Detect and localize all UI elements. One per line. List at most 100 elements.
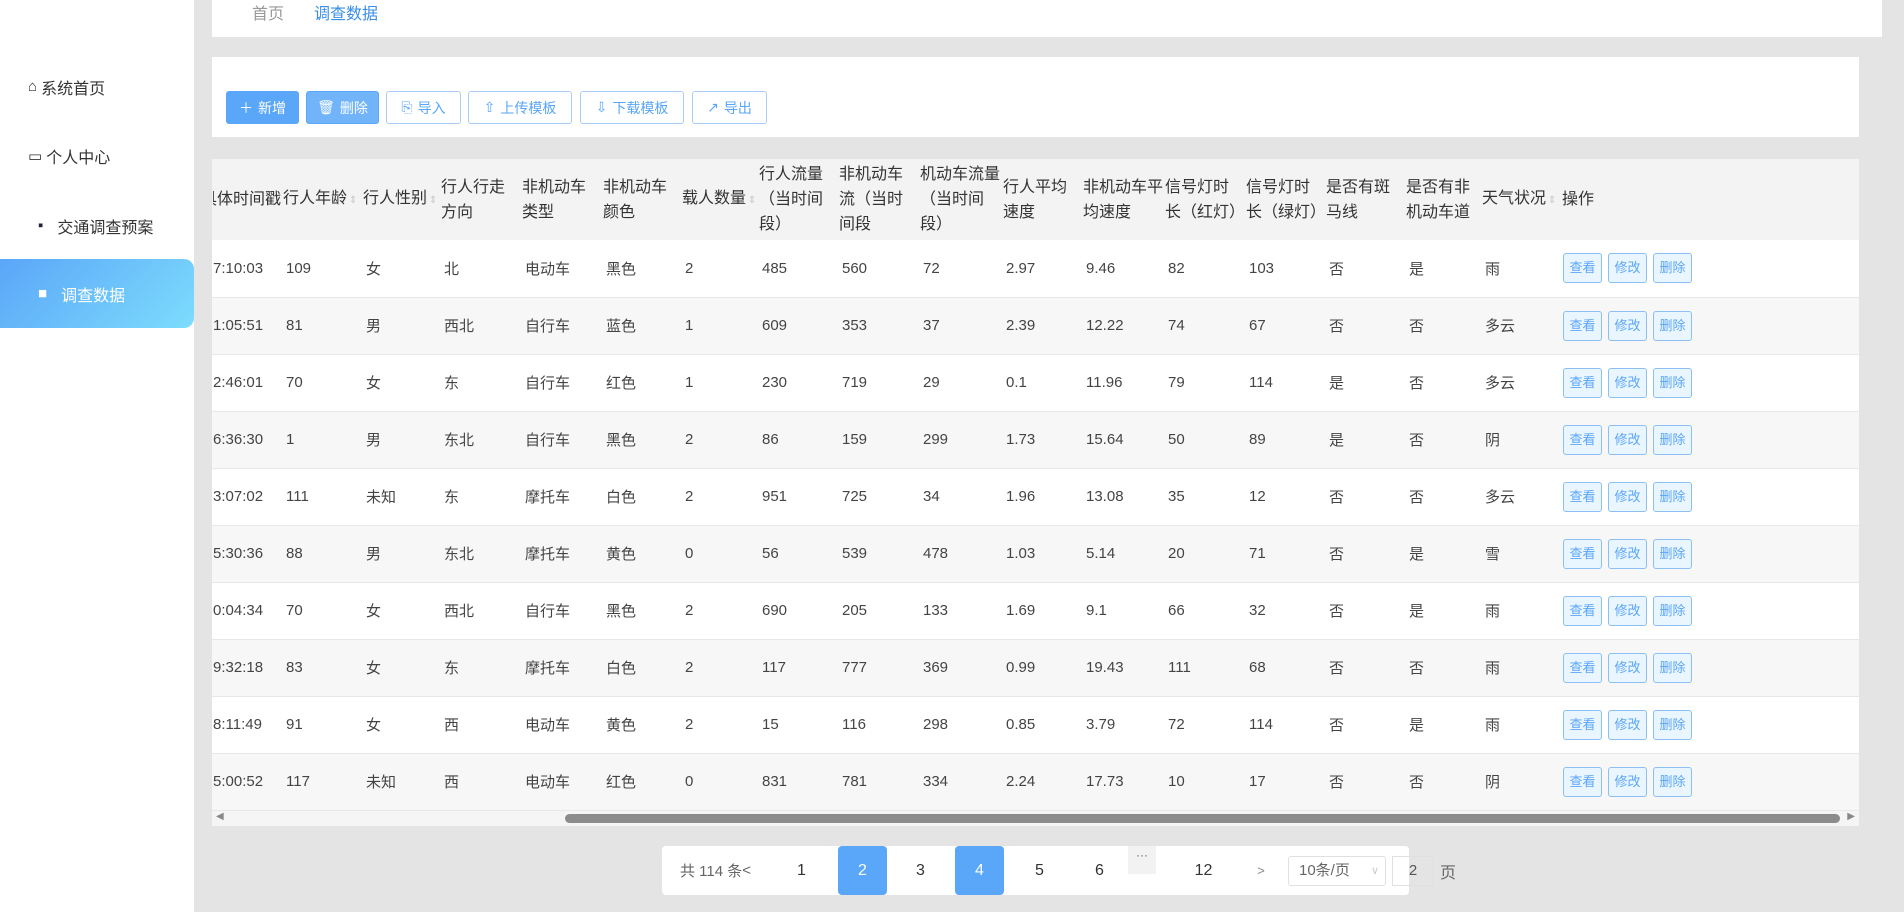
- table-cell: 11.96: [1082, 354, 1164, 412]
- table-cell: 否: [1325, 525, 1405, 583]
- prev-page-button[interactable]: <: [742, 862, 752, 879]
- table-cell: 9.46: [1082, 240, 1164, 298]
- table-cell: 自行车: [521, 411, 602, 469]
- delete-row-button[interactable]: 删除: [1653, 652, 1692, 683]
- table-cell: 111: [1164, 639, 1245, 697]
- sidebar-item-home[interactable]: ⌂ 系统首页: [0, 52, 194, 121]
- sidebar-item-survey-data[interactable]: ■ 调查数据: [0, 259, 194, 328]
- view-button[interactable]: 查看: [1563, 709, 1602, 740]
- edit-button[interactable]: 修改: [1608, 538, 1647, 569]
- page-jump-input[interactable]: 2: [1392, 856, 1434, 886]
- page-5[interactable]: 5: [1035, 861, 1044, 879]
- delete-row-button[interactable]: 删除: [1653, 709, 1692, 740]
- delete-row-button[interactable]: 删除: [1653, 253, 1692, 284]
- edit-button[interactable]: 修改: [1608, 595, 1647, 626]
- column-header[interactable]: 天气状况 ⇕: [1481, 159, 1561, 240]
- page-size-select[interactable]: 10条/页 ∨: [1288, 856, 1386, 886]
- view-button[interactable]: 查看: [1563, 538, 1602, 569]
- next-page-button[interactable]: >: [1257, 863, 1265, 878]
- page-2[interactable]: 2: [838, 846, 887, 895]
- edit-button[interactable]: 修改: [1608, 766, 1647, 797]
- column-header: 信号灯时长（绿灯）: [1245, 159, 1325, 240]
- chevron-down-icon: ∨: [1370, 865, 1379, 877]
- sort-icon[interactable]: ⇕: [349, 195, 358, 206]
- table-cell: 37: [919, 297, 1002, 355]
- delete-row-button[interactable]: 删除: [1653, 424, 1692, 455]
- sort-icon[interactable]: ⇕: [1548, 195, 1557, 206]
- view-button[interactable]: 查看: [1563, 652, 1602, 683]
- edit-button[interactable]: 修改: [1608, 709, 1647, 740]
- page-1[interactable]: 1: [797, 861, 806, 879]
- page-3[interactable]: 3: [916, 861, 925, 879]
- scroll-right-icon[interactable]: ▶: [1847, 811, 1855, 822]
- view-button[interactable]: 查看: [1563, 424, 1602, 455]
- table-cell: 2.97: [1002, 240, 1082, 298]
- edit-button[interactable]: 修改: [1608, 310, 1647, 341]
- more-pages-button[interactable]: ···: [1128, 846, 1156, 874]
- table-cell: 15.64: [1082, 411, 1164, 469]
- table-cell: 多云: [1481, 297, 1561, 355]
- view-button[interactable]: 查看: [1563, 367, 1602, 398]
- horizontal-scrollbar[interactable]: ◀ ▶: [212, 811, 1859, 826]
- scroll-left-icon[interactable]: ◀: [216, 811, 224, 822]
- sidebar-item-profile[interactable]: ▭ 个人中心: [0, 121, 194, 190]
- delete-row-button[interactable]: 删除: [1653, 538, 1692, 569]
- view-button[interactable]: 查看: [1563, 766, 1602, 797]
- edit-button[interactable]: 修改: [1608, 367, 1647, 398]
- table-cell: 56: [758, 525, 838, 583]
- table-cell: 72: [919, 240, 1002, 298]
- delete-row-button[interactable]: 删除: [1653, 310, 1692, 341]
- page-4[interactable]: 4: [955, 846, 1004, 895]
- table-cell: 黄色: [602, 525, 681, 583]
- scrollbar-thumb[interactable]: [565, 814, 1840, 823]
- edit-button[interactable]: 修改: [1608, 481, 1647, 512]
- home-icon: ⌂: [28, 78, 38, 95]
- table-cell: 否: [1325, 639, 1405, 697]
- table-cell: 1: [681, 297, 758, 355]
- table-cell: 西: [440, 696, 521, 754]
- table-cell: 多云: [1481, 354, 1561, 412]
- table-cell: 东北: [440, 411, 521, 469]
- view-button[interactable]: 查看: [1563, 253, 1602, 284]
- breadcrumb-home[interactable]: 首页: [252, 6, 285, 23]
- view-button[interactable]: 查看: [1563, 595, 1602, 626]
- edit-button[interactable]: 修改: [1608, 424, 1647, 455]
- column-header[interactable]: 行人年龄 ⇕: [282, 159, 362, 240]
- table-cell: 否: [1405, 354, 1481, 412]
- column-header: 非机动车类型: [521, 159, 602, 240]
- table-cell: 478: [919, 525, 1002, 583]
- view-button[interactable]: 查看: [1563, 481, 1602, 512]
- page-12[interactable]: 12: [1194, 861, 1213, 879]
- add-button[interactable]: ＋新增: [226, 91, 299, 124]
- import-button[interactable]: ⎘ 导入: [386, 91, 461, 124]
- export-button[interactable]: ↗ 导出: [692, 91, 767, 124]
- download-template-button[interactable]: ⇩ 下载模板: [580, 91, 684, 124]
- column-header[interactable]: 行人性别 ⇕: [362, 159, 440, 240]
- column-header[interactable]: 载人数量 ⇕: [681, 159, 758, 240]
- table-cell: 66: [1164, 582, 1245, 640]
- table-cell: 12: [1245, 468, 1325, 526]
- table-cell: 否: [1405, 753, 1481, 811]
- delete-row-button[interactable]: 删除: [1653, 766, 1692, 797]
- sort-icon[interactable]: ⇕: [429, 195, 438, 206]
- table-cell: 红色: [602, 753, 681, 811]
- edit-button[interactable]: 修改: [1608, 652, 1647, 683]
- table-cell: 20: [1164, 525, 1245, 583]
- table-cell: 13.08: [1082, 468, 1164, 526]
- table-cell: 女: [362, 354, 440, 412]
- table-row: 1:05:51 81 男西北 自行车 蓝色 1 609 353 37 2.39 12.22 74 67 否…: [212, 297, 1859, 355]
- table-cell: 32: [1245, 582, 1325, 640]
- sort-icon[interactable]: ⇕: [748, 195, 757, 206]
- page-6[interactable]: 6: [1095, 861, 1104, 879]
- view-button[interactable]: 查看: [1563, 310, 1602, 341]
- delete-row-button[interactable]: 删除: [1653, 481, 1692, 512]
- table-cell: 81: [282, 297, 362, 355]
- sidebar-item-survey-plan[interactable]: ▪ 交通调查预案: [0, 191, 194, 260]
- delete-row-button[interactable]: 删除: [1653, 367, 1692, 398]
- delete-button[interactable]: 🗑 删除: [306, 91, 379, 124]
- table-cell: 西: [440, 753, 521, 811]
- table-cell: 自行车: [521, 582, 602, 640]
- delete-row-button[interactable]: 删除: [1653, 595, 1692, 626]
- upload-template-button[interactable]: ⇧ 上传模板: [468, 91, 572, 124]
- edit-button[interactable]: 修改: [1608, 253, 1647, 284]
